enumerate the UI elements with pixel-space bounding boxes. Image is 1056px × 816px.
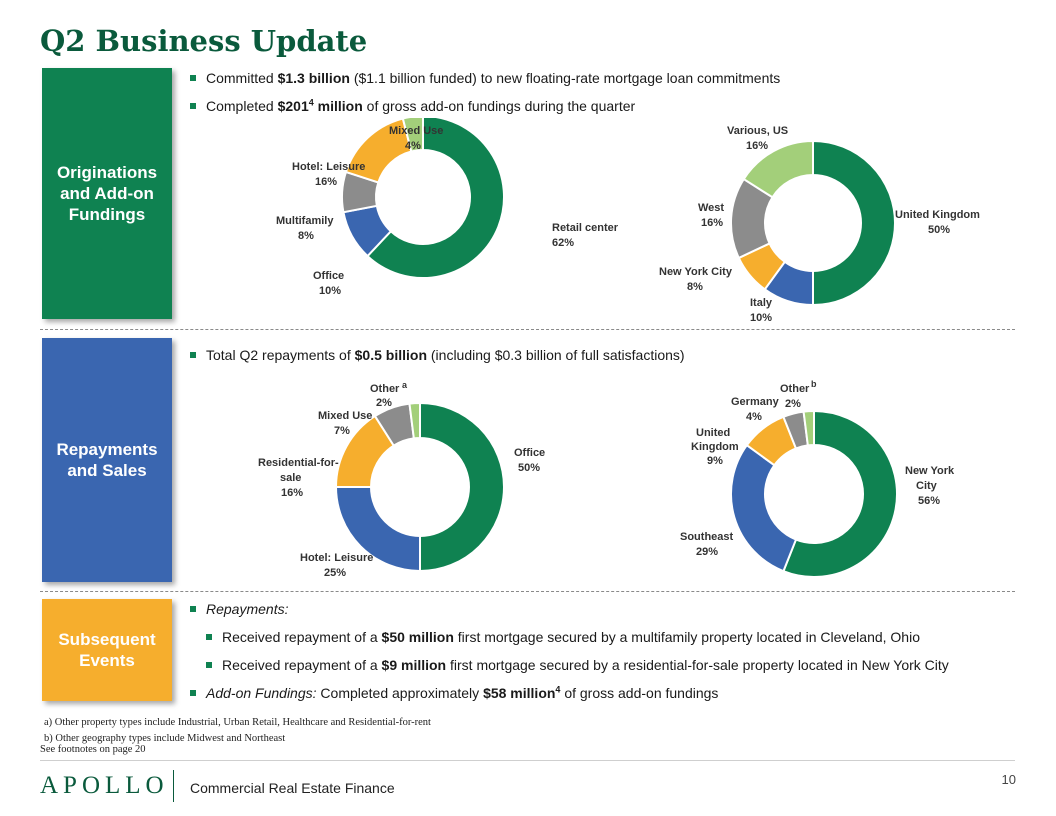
repayments-property-chart: Office 50% Hotel: Leisure 25% Residentia… [258, 380, 545, 579]
pct-mixed-use: 7% [334, 425, 350, 437]
repayments-panel: Repayments and Sales [42, 338, 172, 582]
pct-new-york-city: 8% [687, 281, 703, 293]
label-other: Other [780, 383, 810, 395]
label-germany: Germany [731, 396, 780, 408]
label-italy: Italy [750, 297, 773, 309]
pct-retail-center: 62% [552, 237, 574, 249]
pct-germany: 4% [746, 411, 762, 423]
pct-office: 10% [319, 285, 341, 297]
label-united-kingdom: United Kingdom [895, 209, 980, 221]
slice-other [802, 409, 815, 447]
originations-geography-chart: United Kingdom 50% Italy 10% New York Ci… [659, 125, 980, 324]
slice-new-york-city [782, 409, 898, 578]
pct-hotel-leisure: 16% [315, 176, 337, 188]
pct-italy: 10% [750, 312, 772, 324]
label-retail-center: Retail center [552, 222, 619, 234]
footnote-b: b) Other geography types include Midwest… [44, 733, 286, 744]
pct-west: 16% [701, 217, 723, 229]
pct-residential-for-sale: 16% [281, 487, 303, 499]
slice-retail-center [366, 118, 505, 279]
label-office: Office [514, 447, 545, 459]
apollo-logo: APOLLO [40, 772, 169, 799]
label-mixed-use: Mixed Use [389, 125, 443, 137]
label-multifamily: Multifamily [276, 215, 334, 227]
slice-united-kingdom [812, 139, 896, 307]
subsequent-repayment-50m: Received repayment of a $50 million firs… [206, 629, 920, 645]
label-united-kingdom-cont: Kingdom [691, 441, 739, 453]
originations-bullet-addon: Completed $2014 million of gross add-on … [189, 97, 636, 114]
pct-united-kingdom: 50% [928, 224, 950, 236]
label-southeast: Southeast [680, 531, 734, 543]
label-residential-for-sale: Residential-for- [258, 457, 339, 469]
originations-panel: Originations and Add-on Fundings [42, 68, 172, 319]
label-other-superscript: a [402, 380, 408, 390]
label-new-york-city: New York [905, 465, 955, 477]
page-title: Q2 Business Update [40, 24, 368, 58]
footer-separator [173, 770, 174, 802]
originations-bullet-committed: Committed $1.3 billion ($1.1 billion fun… [189, 70, 781, 86]
slice-office [419, 401, 505, 573]
slice-southeast [730, 443, 798, 573]
footnote-a: a) Other property types include Industri… [44, 717, 431, 728]
pct-multifamily: 8% [298, 230, 314, 242]
footnote-see: See footnotes on page 20 [40, 744, 146, 755]
label-other: Other [370, 383, 400, 395]
pct-hotel-leisure: 25% [324, 567, 346, 579]
slice-other [408, 401, 421, 440]
pct-various-us: 16% [746, 140, 768, 152]
footer-division: Commercial Real Estate Finance [190, 780, 395, 796]
section-divider [40, 591, 1015, 592]
label-new-york-city-cont: City [916, 480, 938, 492]
label-residential-for-sale-cont: sale [280, 472, 301, 484]
repayments-geography-chart: New York City 56% Southeast 29% United K… [680, 379, 955, 578]
label-office: Office [313, 270, 344, 282]
label-mixed-use: Mixed Use [318, 410, 372, 422]
pct-new-york-city: 56% [918, 495, 940, 507]
subsequent-addon-fundings: Add-on Fundings: Completed approximately… [189, 684, 719, 701]
originations-property-chart: Retail center 62% Office 10% Multifamily… [276, 118, 619, 297]
subsequent-repayment-9m: Received repayment of a $9 million first… [206, 657, 949, 673]
pct-mixed-use: 4% [405, 140, 421, 152]
pct-other: 2% [785, 398, 801, 410]
label-hotel-leisure: Hotel: Leisure [292, 161, 365, 173]
footer-rule [40, 760, 1015, 761]
slice-various-us [742, 139, 814, 199]
subsequent-repayments-heading: Repayments: [189, 601, 289, 617]
slice-mixed-use [401, 118, 424, 153]
pct-office: 50% [518, 462, 540, 474]
label-new-york-city: New York City [659, 266, 733, 278]
label-united-kingdom: United [696, 427, 730, 439]
label-various-us: Various, US [727, 125, 788, 137]
repayments-bullet-total: Total Q2 repayments of $0.5 billion (inc… [190, 347, 685, 363]
section-divider [40, 329, 1015, 330]
pct-united-kingdom: 9% [707, 455, 723, 467]
pct-southeast: 29% [696, 546, 718, 558]
pct-other: 2% [376, 397, 392, 409]
label-hotel-leisure: Hotel: Leisure [300, 552, 373, 564]
subsequent-events-panel: Subsequent Events [42, 599, 172, 701]
page-number: 10 [1001, 772, 1016, 787]
label-west: West [698, 202, 724, 214]
label-other-superscript: b [811, 379, 817, 389]
